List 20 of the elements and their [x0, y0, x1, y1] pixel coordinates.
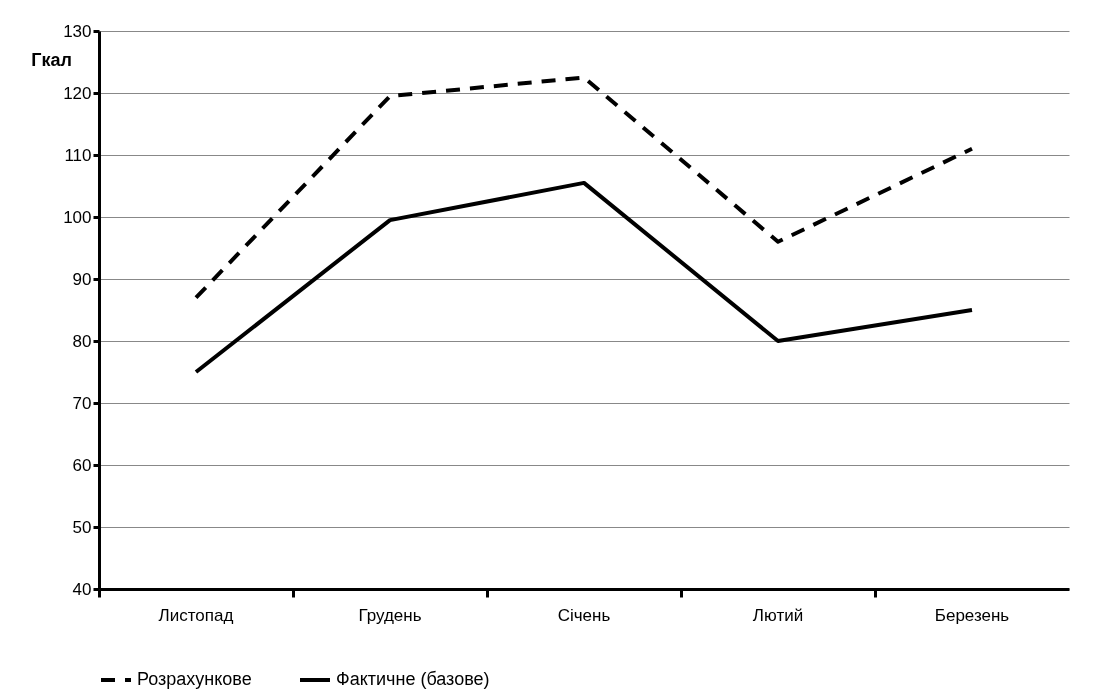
y-tick-label: 80: [72, 331, 92, 351]
x-tick-label: Листопад: [158, 605, 234, 625]
y-tick-label: 130: [63, 21, 92, 41]
y-tick-label: 100: [63, 207, 92, 227]
line-series: [194, 75, 974, 300]
y-tick-label: 50: [72, 517, 92, 537]
legend-label: Розрахункове: [137, 669, 252, 689]
y-tick-label: 60: [72, 455, 92, 475]
y-tick-label: 70: [72, 393, 92, 413]
y-tick-label: 110: [64, 145, 92, 165]
y-axis-title: Гкал: [31, 49, 72, 70]
x-tick-label: Лютий: [752, 605, 804, 625]
y-tick-label: 40: [72, 579, 92, 599]
x-tick-label: Січень: [557, 605, 611, 625]
x-tick-label: Березень: [934, 605, 1010, 625]
y-tick-label: 120: [63, 83, 92, 103]
line-series: [194, 180, 974, 374]
y-tick-label: 90: [72, 269, 92, 289]
legend-label: Фактичне (базове): [336, 669, 490, 689]
x-tick-label: Грудень: [358, 605, 422, 625]
